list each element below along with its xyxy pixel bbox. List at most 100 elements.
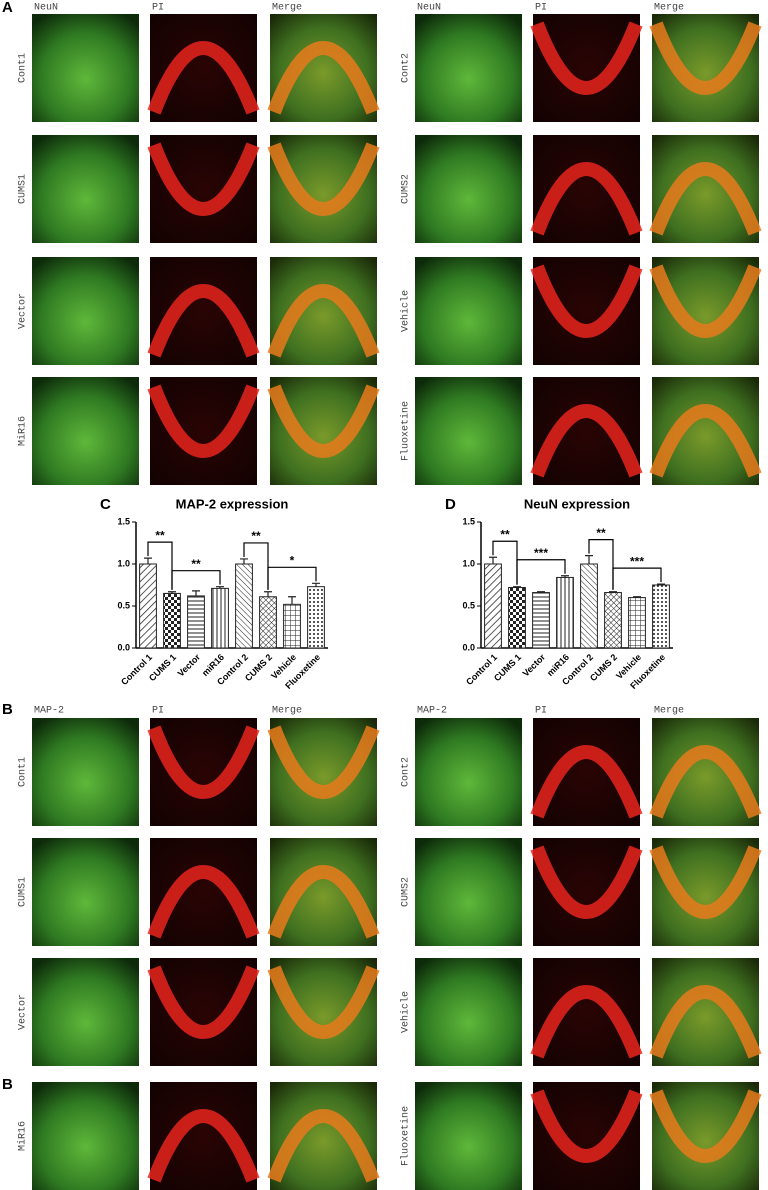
panel-letter: B: [2, 1076, 13, 1093]
micrograph: [32, 718, 139, 826]
bar: [580, 563, 598, 649]
row-label: Cont2: [401, 53, 412, 83]
stained-band: [530, 21, 643, 95]
panel-letter: B: [2, 701, 13, 718]
micrograph: [270, 838, 377, 946]
stained-band: [530, 745, 643, 819]
micrograph: [652, 377, 759, 485]
row-label: Cont1: [18, 757, 29, 787]
error-bar: [288, 596, 296, 605]
micrograph: [652, 958, 759, 1066]
y-tick-label: 0.0: [117, 642, 130, 652]
micrograph: [533, 718, 640, 826]
stained-band: [147, 1109, 260, 1183]
micrograph: [533, 14, 640, 122]
micrograph: [270, 135, 377, 243]
error-bar: [216, 586, 224, 589]
micrograph: [32, 14, 139, 122]
stained-band: [147, 41, 260, 115]
bar: [484, 563, 502, 649]
column-header: NeuN: [34, 3, 58, 14]
micrograph: [150, 718, 257, 826]
stained-band: [267, 725, 380, 799]
row-label: CUMS1: [18, 877, 29, 907]
significance-label: **: [251, 529, 261, 543]
column-header: Merge: [654, 706, 684, 717]
column-header: PI: [535, 706, 547, 717]
stained-band: [530, 845, 643, 919]
column-header: MAP-2: [417, 706, 447, 717]
stained-band: [267, 965, 380, 1039]
micrograph: [415, 135, 522, 243]
micrograph: [150, 838, 257, 946]
micrograph: [150, 377, 257, 485]
stained-band: [147, 142, 260, 216]
bar: [259, 596, 277, 649]
micrograph: [270, 14, 377, 122]
stained-band: [530, 1089, 643, 1163]
bar: [508, 587, 526, 649]
significance-bracket: [171, 570, 221, 590]
error-bar: [489, 556, 497, 564]
stained-band: [530, 162, 643, 236]
stained-band: [267, 142, 380, 216]
stained-band: [649, 1089, 762, 1163]
y-tick-label: 1.0: [117, 558, 130, 568]
significance-bracket: [147, 541, 173, 590]
chart-title: NeuN expression: [524, 496, 630, 511]
micrograph: [32, 257, 139, 365]
column-header: NeuN: [417, 3, 441, 14]
y-tick-label: 1.0: [462, 558, 475, 568]
stained-band: [147, 965, 260, 1039]
stained-band: [267, 384, 380, 458]
micrograph: [150, 14, 257, 122]
error-bar: [144, 557, 152, 564]
error-bar: [240, 558, 248, 564]
row-label: MiR16: [17, 416, 29, 446]
micrograph: [150, 1082, 257, 1190]
bar: [307, 586, 325, 649]
x-tick-label: Vector: [521, 652, 548, 679]
stained-band: [147, 284, 260, 358]
micrograph: [415, 257, 522, 365]
micrograph: [652, 135, 759, 243]
micrograph: [270, 257, 377, 365]
micrograph: [533, 257, 640, 365]
micrograph: [652, 14, 759, 122]
y-tick-label: 1.5: [117, 516, 130, 526]
significance-label: ***: [630, 554, 644, 568]
column-header: MAP-2: [34, 706, 64, 717]
row-label: Cont2: [401, 757, 412, 787]
row-label: CUMS2: [401, 174, 412, 204]
bar: [532, 592, 550, 649]
stained-band: [530, 404, 643, 478]
micrograph: [533, 838, 640, 946]
micrograph: [150, 958, 257, 1066]
micrograph: [533, 1082, 640, 1190]
bar: [604, 592, 622, 649]
bar: [556, 576, 574, 649]
micrograph: [32, 135, 139, 243]
row-label: Vector: [18, 293, 29, 329]
stained-band: [649, 845, 762, 919]
x-tick-label: Control 1: [119, 652, 154, 687]
y-tick-label: 0.0: [462, 642, 475, 652]
y-tick-label: 0.5: [117, 600, 130, 610]
micrograph: [415, 14, 522, 122]
error-bar: [585, 555, 593, 564]
row-label: Vehicle: [400, 991, 412, 1033]
significance-bracket: [588, 539, 614, 590]
micrograph: [270, 1082, 377, 1190]
row-label: CUMS2: [401, 877, 412, 907]
stained-band: [649, 21, 762, 95]
micrograph: [415, 718, 522, 826]
micrograph: [270, 718, 377, 826]
significance-label: *: [290, 553, 295, 567]
micrograph: [270, 958, 377, 1066]
y-tick-label: 0.5: [462, 600, 475, 610]
error-bar: [312, 582, 320, 587]
error-bar: [264, 591, 272, 597]
column-header: PI: [152, 3, 164, 14]
stained-band: [649, 264, 762, 338]
